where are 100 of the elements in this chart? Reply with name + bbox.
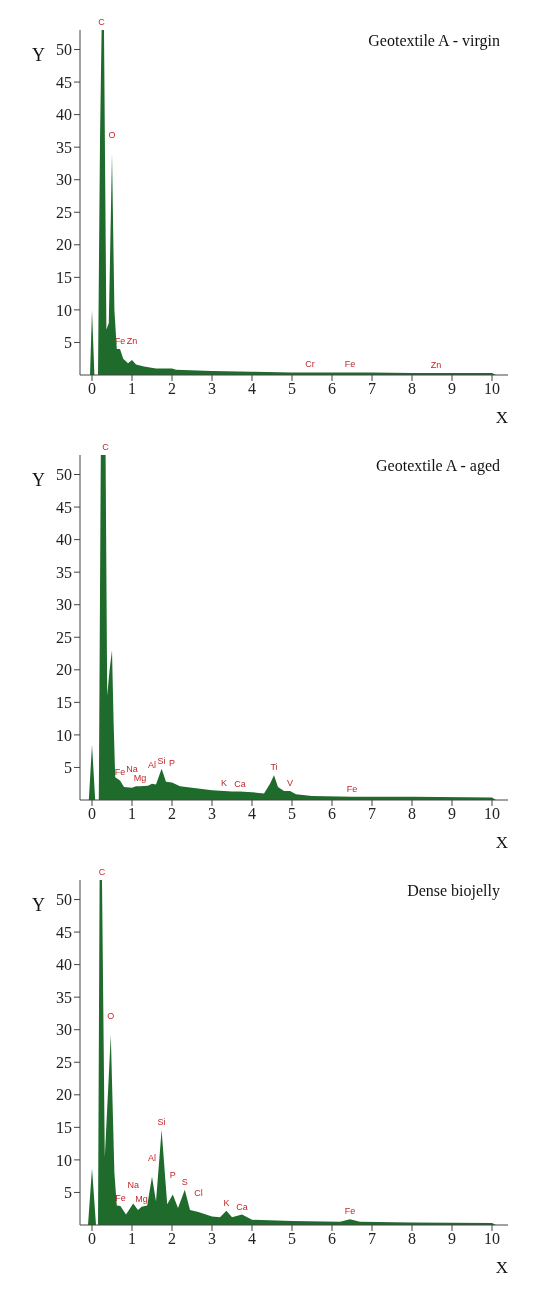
y-tick-label: 25 (56, 203, 72, 221)
x-tick-label: 7 (368, 1230, 376, 1248)
y-tick-label: 20 (56, 661, 72, 679)
y-tick-label: 30 (56, 171, 72, 189)
annotation: O (108, 129, 116, 140)
annotation: K (220, 777, 228, 788)
y-tick-label: 50 (56, 41, 72, 59)
annotation: Ca (234, 778, 246, 789)
x-tick-label: 6 (328, 805, 336, 823)
y-tick-label: 25 (56, 628, 72, 646)
y-tick-label: 35 (56, 563, 72, 581)
x-tick-label: 9 (448, 380, 456, 398)
annotation: S (181, 1176, 188, 1187)
x-tick-label: 8 (408, 805, 416, 823)
y-tick-label: 15 (56, 269, 72, 287)
y-tick-label: 30 (56, 1021, 72, 1039)
x-tick-label: 5 (288, 1230, 296, 1248)
x-tick-label: 8 (408, 380, 416, 398)
chart-title: Geotextile A - virgin (368, 32, 500, 50)
x-tick-label: 2 (168, 1230, 176, 1248)
x-tick-label: 1 (128, 805, 136, 823)
x-axis-title: X (495, 833, 508, 852)
x-axis-title: X (495, 408, 508, 427)
x-tick-label: 8 (408, 1230, 416, 1248)
x-tick-label: 6 (328, 380, 336, 398)
annotation: Fe (346, 783, 358, 794)
annotation: Na (127, 1179, 139, 1190)
annotation: Ca (236, 1201, 248, 1212)
y-tick-label: 50 (56, 891, 72, 909)
y-tick-label: 40 (56, 956, 72, 974)
x-tick-label: 3 (208, 805, 216, 823)
x-tick-label: 10 (484, 380, 500, 398)
annotation: C (98, 867, 106, 877)
x-tick-label: 9 (448, 1230, 456, 1248)
annotation: O (107, 1010, 115, 1021)
annotation: C (98, 17, 106, 27)
x-tick-label: 2 (168, 805, 176, 823)
y-tick-label: 10 (56, 301, 72, 319)
x-tick-label: 5 (288, 805, 296, 823)
y-tick-label: 45 (56, 498, 72, 516)
annotation: Si (157, 1116, 166, 1127)
chart-title: Geotextile A - aged (376, 457, 500, 475)
y-tick-label: 5 (64, 334, 72, 352)
x-tick-label: 4 (248, 1230, 256, 1248)
y-axis-title: Y (32, 894, 45, 915)
x-tick-label: 0 (88, 1230, 96, 1248)
y-tick-label: 10 (56, 1151, 72, 1169)
annotation: Zn (126, 336, 138, 347)
annotation: P (168, 758, 176, 769)
y-tick-label: 45 (56, 923, 72, 941)
annotation: C (102, 442, 110, 452)
x-tick-label: 4 (248, 380, 256, 398)
annotation: Al (147, 759, 157, 770)
y-axis-title: Y (32, 44, 45, 65)
x-tick-label: 10 (484, 805, 500, 823)
x-tick-label: 2 (168, 380, 176, 398)
annotation: Cr (305, 359, 315, 370)
annotation: P (169, 1170, 176, 1181)
x-tick-label: 3 (208, 380, 216, 398)
y-tick-label: 15 (56, 1119, 72, 1137)
y-tick-label: 50 (56, 466, 72, 484)
x-tick-label: 9 (448, 805, 456, 823)
x-tick-label: 1 (128, 1230, 136, 1248)
annotation: K (223, 1197, 230, 1208)
x-tick-label: 5 (288, 380, 296, 398)
annotation: Na (126, 763, 138, 774)
y-axis-title: Y (32, 469, 45, 490)
chart-title: Dense biojelly (407, 882, 500, 900)
annotation: Fe (344, 1206, 356, 1217)
annotation: Fe (344, 359, 356, 370)
annotation: Fe (114, 767, 126, 778)
y-tick-label: 45 (56, 73, 72, 91)
x-tick-label: 6 (328, 1230, 336, 1248)
annotation: V (286, 777, 294, 788)
y-tick-label: 20 (56, 236, 72, 254)
x-axis-title: X (495, 1258, 508, 1277)
y-tick-label: 35 (56, 988, 72, 1006)
annotation: Cl (194, 1187, 203, 1198)
y-tick-label: 20 (56, 1086, 72, 1104)
x-tick-label: 4 (248, 805, 256, 823)
x-tick-label: 10 (484, 1230, 500, 1248)
y-tick-label: 40 (56, 531, 72, 549)
y-tick-label: 10 (56, 726, 72, 744)
x-tick-label: 7 (368, 380, 376, 398)
annotation: Si (157, 755, 166, 766)
annotation: Zn (430, 360, 442, 371)
y-tick-label: 5 (64, 1184, 72, 1202)
annotation: Fe (115, 1193, 126, 1204)
x-tick-label: 0 (88, 805, 96, 823)
x-tick-label: 7 (368, 805, 376, 823)
x-tick-label: 3 (208, 1230, 216, 1248)
y-tick-label: 40 (56, 106, 72, 124)
y-tick-label: 15 (56, 694, 72, 712)
annotation: Ti (270, 762, 278, 773)
x-tick-label: 0 (88, 380, 96, 398)
y-tick-label: 35 (56, 138, 72, 156)
annotation: Mg (135, 1193, 148, 1204)
y-tick-label: 5 (64, 759, 72, 777)
annotation: Al (147, 1152, 157, 1163)
y-tick-label: 25 (56, 1053, 72, 1071)
